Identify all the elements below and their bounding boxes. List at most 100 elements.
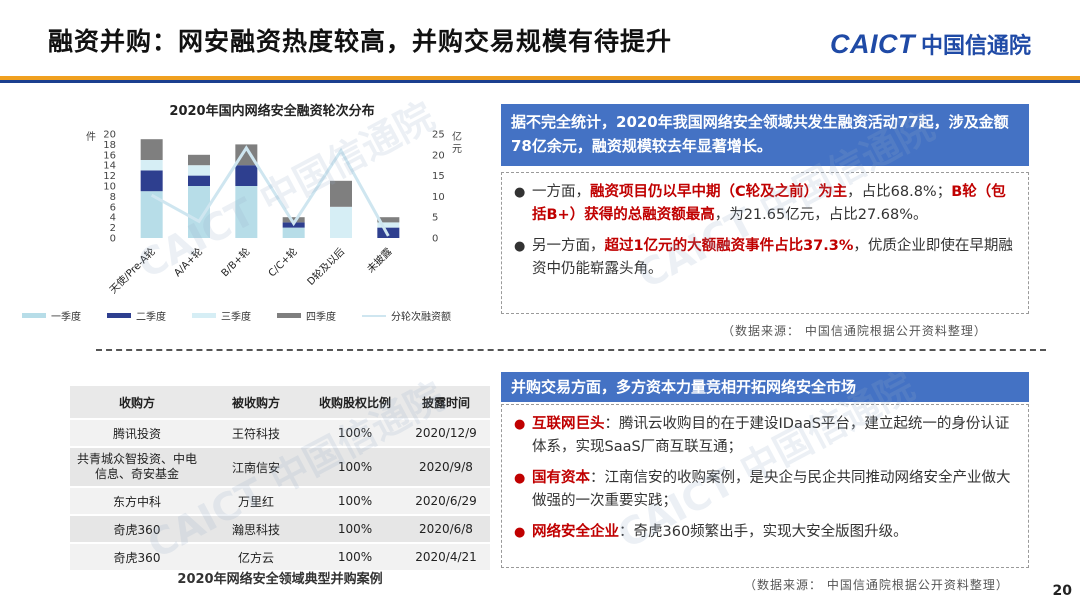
table-cell: 2020/6/8 — [402, 515, 490, 544]
y-tick-label-left: 4 — [110, 213, 116, 224]
bar-segment-q1 — [188, 186, 210, 238]
table-row: 腾讯投资 王符科技 100% 2020/12/9 — [70, 419, 490, 448]
table-cell: 100% — [308, 419, 402, 448]
table-cell: 100% — [308, 515, 402, 544]
mna-bullet-1-text: 互联网巨头：腾讯云收购目的在于建设IDaaS平台，建立起统一的身份认证体系，实现… — [532, 413, 1016, 459]
table-cell: 奇虎360 — [70, 515, 204, 544]
legend-item-line: 分轮次融资额 — [362, 308, 451, 323]
mna-body: ● 互联网巨头：腾讯云收购目的在于建设IDaaS平台，建立起统一的身份认证体系，… — [501, 404, 1029, 568]
y-axis-label-left: 件 — [86, 131, 96, 143]
legend-item-q1: 一季度 — [22, 308, 81, 323]
summary-heading-text: 据不完全统计，2020年我国网络安全领域共发生融资活动77起，涉及金额78亿余元… — [511, 113, 1009, 155]
bar-segment-q4 — [377, 217, 400, 223]
logo-mark: CAICT — [830, 28, 915, 59]
header-rule-blue — [0, 80, 1080, 83]
summary-bullet-2: ● 另一方面，超过1亿元的大额融资事件占比37.3%，优质企业即使在早期融资中仍… — [514, 235, 1016, 281]
data-source-note: （数据来源： 中国信通院根据公开资料整理） — [722, 324, 987, 338]
x-tick-label: C/C+轮 — [265, 245, 299, 279]
y-tick-label-right: 15 — [432, 171, 445, 182]
summary-heading: 据不完全统计，2020年我国网络安全领域共发生融资活动77起，涉及金额78亿余元… — [501, 104, 1029, 166]
x-tick-label: 未披露 — [364, 245, 394, 275]
y-tick-label-left: 8 — [110, 192, 116, 203]
table-header-cell: 被收购方 — [204, 386, 308, 420]
text-span: ，为21.65亿元，占比27.68%。 — [714, 207, 928, 223]
table-row: 共青城众智投资、中电信息、奇安基金 江南信安 100% 2020/9/8 — [70, 447, 490, 488]
y-tick-label-left: 20 — [103, 130, 116, 141]
y-tick-label-right: 25 — [432, 130, 445, 141]
caict-logo: CAICT 中国信通院 — [830, 28, 1031, 60]
y-tick-label-left: 16 — [103, 150, 116, 161]
y-tick-label-right: 5 — [432, 213, 438, 224]
legend-label-q2: 二季度 — [136, 312, 166, 323]
table-cell: 江南信安 — [204, 447, 308, 488]
table-header-cell: 收购股权比例 — [308, 386, 402, 420]
table-row: 东方中科 万里红 100% 2020/6/29 — [70, 487, 490, 516]
legend-item-q4: 四季度 — [277, 308, 336, 323]
legend-label-q3: 三季度 — [221, 312, 251, 323]
y-tick-label-left: 18 — [103, 140, 116, 151]
data-source-note-2: （数据来源： 中国信通院根据公开资料整理） — [744, 578, 1009, 592]
bar-segment-q4 — [282, 217, 305, 223]
table-row: 奇虎360 瀚思科技 100% 2020/6/8 — [70, 515, 490, 544]
mna-bullet-3: ● 网络安全企业：奇虎360频繁出手，实现大安全版图升级。 — [514, 521, 1016, 544]
legend-swatch-line — [362, 314, 386, 317]
table-header-cell: 收购方 — [70, 386, 204, 420]
bar-segment-q3 — [330, 206, 352, 238]
page-title: 融资并购：网安融资热度较高，并购交易规模有待提升 — [48, 27, 673, 56]
summary-bullet-1-text: 一方面，融资项目仍以早中期（C轮及之前）为主，占比68.8%；B轮（包括B+）获… — [532, 181, 1016, 227]
highlight-text: 超过1亿元的大额融资事件占比37.3% — [604, 238, 854, 254]
mna-bullet-2: ● 国有资本：江南信安的收购案例，是央企与民企共同推动网络安全产业做大做强的一次… — [514, 467, 1016, 513]
legend-item-q2: 二季度 — [107, 308, 166, 323]
legend-label-q1: 一季度 — [51, 312, 81, 323]
chart-title: 2020年国内网络安全融资轮次分布 — [169, 104, 375, 119]
legend-label-line: 分轮次融资额 — [391, 312, 451, 323]
legend-swatch-q2 — [107, 313, 131, 318]
table-cell: 万里红 — [204, 487, 308, 516]
bar-segment-q4 — [140, 139, 163, 160]
table-cell: 2020/9/8 — [402, 447, 490, 488]
bar-segment-q2 — [377, 227, 400, 238]
bullet-icon: ● — [514, 185, 526, 200]
x-tick-label: 天使/Pre-A轮 — [107, 245, 158, 296]
highlight-text: 融资项目仍以早中期（C轮及之前）为主 — [590, 184, 848, 200]
y-tick-label-left: 2 — [110, 223, 116, 234]
bullet-icon: ● — [514, 239, 526, 254]
bar-segment-q2 — [235, 165, 258, 186]
table-cell: 奇虎360 — [70, 543, 204, 572]
table-cell: 100% — [308, 447, 402, 488]
table-cell: 王符科技 — [204, 419, 308, 448]
section-divider — [96, 349, 1046, 351]
legend-label-q4: 四季度 — [306, 312, 336, 323]
highlight-text: 网络安全企业 — [532, 524, 619, 540]
mna-bullet-1: ● 互联网巨头：腾讯云收购目的在于建设IDaaS平台，建立起统一的身份认证体系，… — [514, 413, 1016, 459]
table-row: 奇虎360 亿方云 100% 2020/4/21 — [70, 543, 490, 572]
y-tick-label-left: 14 — [103, 161, 116, 172]
logo-text: 中国信通院 — [921, 34, 1032, 59]
bullet-icon: ● — [514, 525, 526, 540]
bar-segment-q4 — [330, 180, 352, 207]
y-tick-label-left: 6 — [110, 202, 116, 213]
chart-legend: 一季度 二季度 三季度 四季度 分轮次融资额 — [22, 308, 451, 323]
legend-swatch-q4 — [277, 313, 301, 318]
page-number: 20 — [1052, 583, 1072, 599]
text-span: ：江南信安的收购案例，是央企与民企共同推动网络安全产业做大做强的一次重要实践； — [532, 470, 1011, 509]
bullet-icon: ● — [514, 471, 526, 486]
y-tick-label-left: 12 — [103, 171, 116, 182]
table-header-row: 收购方 被收购方 收购股权比例 披露时间 — [70, 386, 490, 420]
y-tick-label-right: 20 — [432, 150, 445, 161]
table-cell: 共青城众智投资、中电信息、奇安基金 — [70, 447, 204, 488]
mna-heading-text: 并购交易方面，多方资本力量竞相开拓网络安全市场 — [511, 378, 857, 396]
table-cell: 亿方云 — [204, 543, 308, 572]
funding-amount-line — [150, 145, 390, 237]
mna-bullet-2-text: 国有资本：江南信安的收购案例，是央企与民企共同推动网络安全产业做大做强的一次重要… — [532, 467, 1016, 513]
y-tick-label-right: 10 — [432, 192, 445, 203]
text-span: 另一方面， — [532, 238, 605, 254]
x-tick-label: D轮及以后 — [304, 245, 347, 288]
bar-segment-q4 — [235, 144, 258, 166]
table-cell: 100% — [308, 487, 402, 516]
y-tick-label-right: 0 — [432, 234, 438, 245]
funding-round-chart: 2020年国内网络安全融资轮次分布 0 2 4 6 8 10 12 14 16 18 20 0 5 10 1… — [72, 98, 472, 338]
x-tick-label: B/B+轮 — [218, 245, 252, 279]
mna-bullet-3-text: 网络安全企业：奇虎360频繁出手，实现大安全版图升级。 — [532, 521, 908, 544]
legend-item-q3: 三季度 — [192, 308, 251, 323]
